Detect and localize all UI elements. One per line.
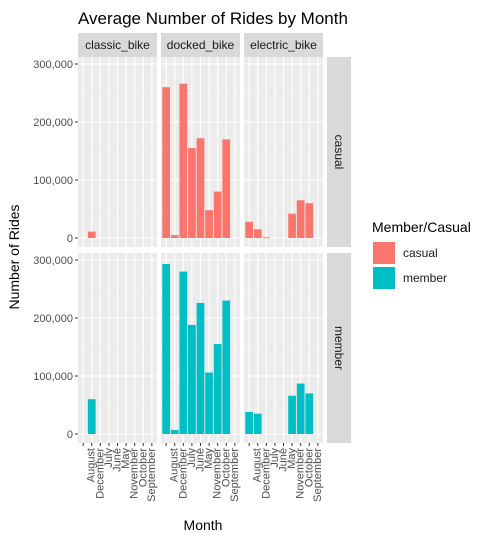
x-tick-label: October xyxy=(137,448,149,487)
bar-casual-electric-bike-may xyxy=(288,213,296,238)
row-strip-label-member: member xyxy=(332,326,346,370)
panel-casual-docked-bike xyxy=(161,57,240,247)
bar-casual-classic-bike-august xyxy=(87,231,96,238)
x-tick-label: December xyxy=(260,448,272,499)
bar-casual-docked-bike-october xyxy=(222,139,231,238)
y-tick-label: 300,000 xyxy=(33,255,73,267)
bar-casual-electric-bike-december xyxy=(262,237,271,239)
bar-casual-docked-bike-june xyxy=(196,138,205,238)
bar-member-docked-bike-november xyxy=(213,344,222,434)
y-axis-title: Number of Rides xyxy=(6,204,22,309)
panel-member-electric-bike xyxy=(244,253,323,443)
x-tick-label: December xyxy=(94,448,106,499)
facet-panels xyxy=(78,57,323,443)
bar-member-electric-bike-may xyxy=(288,395,296,434)
y-tick-label: 0 xyxy=(67,233,73,245)
x-tick-label: August xyxy=(86,448,98,482)
x-tick-label: May xyxy=(120,448,132,469)
x-tick-label: September xyxy=(146,448,158,502)
strip-electric-bike xyxy=(244,33,323,57)
bar-member-electric-bike-october xyxy=(305,393,314,434)
panel-casual-electric-bike xyxy=(244,57,323,247)
bar-member-docked-bike-may xyxy=(205,372,213,434)
bar-member-docked-bike-october xyxy=(222,300,231,434)
x-axis-title: Month xyxy=(184,517,223,533)
bar-member-docked-bike-december xyxy=(179,271,188,434)
chart-title: Average Number of Rides by Month xyxy=(78,9,348,28)
y-axes: 0 100,000 200,000 300,000 0 100,000 200,000 300… xyxy=(33,59,78,441)
bar-member-electric-bike-na xyxy=(245,411,254,434)
x-tick-label: June xyxy=(112,448,124,472)
x-tick-label: September xyxy=(229,448,241,502)
panel-member-docked-bike xyxy=(161,253,240,443)
legend: Member/Casual casual member xyxy=(372,219,471,289)
y-tick-label: 100,000 xyxy=(33,175,73,187)
x-tick-label: August xyxy=(252,448,264,482)
row-strip-casual xyxy=(327,57,351,247)
x-tick-label: December xyxy=(177,448,189,499)
bar-member-electric-bike-november xyxy=(296,383,305,434)
x-tick-label: November xyxy=(212,448,224,499)
y-tick-label: 200,000 xyxy=(33,313,73,325)
panel-casual-classic-bike xyxy=(78,57,157,247)
x-tick-label: July xyxy=(269,448,281,468)
bar-member-classic-bike-august xyxy=(87,399,96,434)
bar-casual-docked-bike-may xyxy=(205,210,213,238)
legend-label-member: member xyxy=(403,271,447,285)
x-tick-label: September xyxy=(312,448,324,502)
panel-member-classic-bike xyxy=(78,253,157,443)
x-axes: AugustDecemberJulyJuneMayNovemberOctober… xyxy=(82,443,324,502)
strip-label-docked-bike: docked_bike xyxy=(167,38,235,52)
x-tick-label: July xyxy=(103,448,115,468)
bar-member-docked-bike-august xyxy=(170,429,179,434)
strip-label-classic-bike: classic_bike xyxy=(85,38,150,52)
x-tick-label: July xyxy=(186,448,198,468)
legend-key-casual xyxy=(373,242,395,264)
x-tick-label: October xyxy=(303,448,315,487)
x-tick-label: November xyxy=(129,448,141,499)
y-tick-label: 200,000 xyxy=(33,117,73,129)
bar-casual-electric-bike-na xyxy=(245,221,254,238)
bar-casual-docked-bike-december xyxy=(179,83,188,238)
row-strip-member xyxy=(327,253,351,443)
x-tick-label: June xyxy=(195,448,207,472)
legend-key-member xyxy=(373,267,395,289)
bar-casual-docked-bike-na xyxy=(162,87,171,238)
y-tick-label: 100,000 xyxy=(33,371,73,383)
bar-casual-docked-bike-november xyxy=(213,191,222,238)
facet-strips: classic_bike docked_bike electric_bikecasu… xyxy=(78,33,351,443)
bar-casual-electric-bike-november xyxy=(296,200,305,238)
bar-casual-electric-bike-august xyxy=(253,229,262,238)
strip-label-electric-bike: electric_bike xyxy=(250,38,317,52)
bar-member-docked-bike-june xyxy=(196,302,205,434)
bar-casual-docked-bike-august xyxy=(170,235,179,238)
bar-casual-electric-bike-october xyxy=(305,203,314,238)
legend-label-casual: casual xyxy=(403,246,438,260)
bar-member-docked-bike-na xyxy=(162,264,171,434)
bar-member-electric-bike-august xyxy=(253,413,262,434)
x-tick-label: May xyxy=(203,448,215,469)
x-tick-label: May xyxy=(286,448,298,469)
x-tick-label: June xyxy=(278,448,290,472)
x-tick-label: August xyxy=(169,448,181,482)
x-tick-label: November xyxy=(295,448,307,499)
bar-member-docked-bike-july xyxy=(188,324,196,434)
bar-casual-docked-bike-july xyxy=(188,148,196,238)
strip-classic-bike xyxy=(78,33,157,57)
y-tick-label: 0 xyxy=(67,429,73,441)
y-tick-label: 300,000 xyxy=(33,59,73,71)
strip-docked-bike xyxy=(161,33,240,57)
x-tick-label: October xyxy=(220,448,232,487)
legend-title: Member/Casual xyxy=(372,219,471,235)
row-strip-label-casual: casual xyxy=(332,135,346,170)
